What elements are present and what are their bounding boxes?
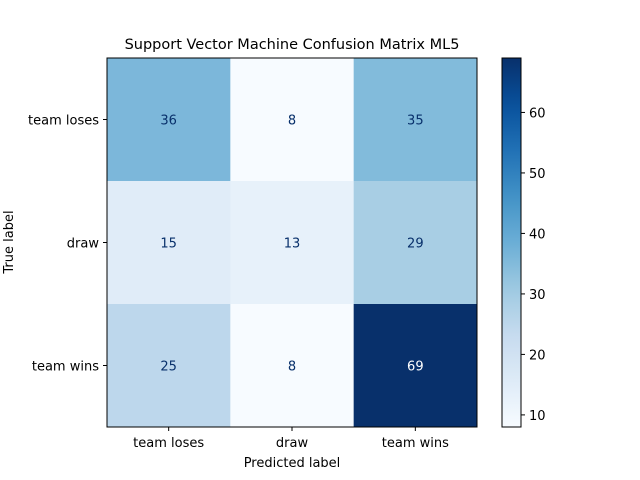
colorbar [501, 57, 522, 428]
colorbar-tick-label: 30 [529, 288, 546, 303]
cell-value-label: 8 [288, 114, 296, 129]
cell-value-label: 8 [288, 360, 296, 375]
heatmap-cell [353, 58, 478, 182]
cell-value-label: 13 [284, 237, 301, 252]
y-axis-label: True label [2, 210, 17, 274]
heatmap-cell [230, 304, 355, 428]
colorbar-tick-label: 40 [529, 227, 546, 242]
colorbar-tick-label: 50 [529, 167, 546, 182]
heatmap-cell [107, 304, 231, 428]
x-axis-label: Predicted label [244, 456, 341, 471]
y-tick-label: draw [67, 237, 100, 252]
heatmap-cell [107, 181, 231, 305]
heatmap-cell [353, 181, 478, 305]
heatmap-cells: 36 8 35 15 13 29 25 8 69 [107, 58, 478, 428]
chart-title: Support Vector Machine Confusion Matrix … [125, 37, 460, 53]
heatmap-cell [107, 58, 231, 182]
x-tick-label: team loses [133, 436, 204, 451]
y-axis-ticks: team loses draw team wins [28, 114, 107, 375]
cell-value-label: 36 [160, 114, 177, 129]
cell-value-label: 25 [160, 360, 177, 375]
colorbar-tick-label: 20 [529, 348, 546, 363]
colorbar-ticks: 10 20 30 40 50 60 [521, 106, 546, 424]
heatmap-cell [230, 58, 355, 182]
cell-value-label: 29 [407, 237, 424, 252]
colorbar-tick-label: 60 [529, 106, 546, 121]
y-tick-label: team loses [28, 114, 99, 129]
colorbar-tick-label: 10 [529, 409, 546, 424]
x-tick-label: team wins [382, 436, 449, 451]
heatmap-cell [230, 181, 355, 305]
cell-value-label: 15 [160, 237, 177, 252]
y-tick-label: team wins [32, 360, 99, 375]
x-axis-ticks: team loses draw team wins [133, 427, 449, 451]
cell-value-label: 69 [407, 360, 424, 375]
x-tick-label: draw [276, 436, 309, 451]
heatmap-cell [353, 304, 478, 428]
cell-value-label: 35 [407, 114, 424, 129]
